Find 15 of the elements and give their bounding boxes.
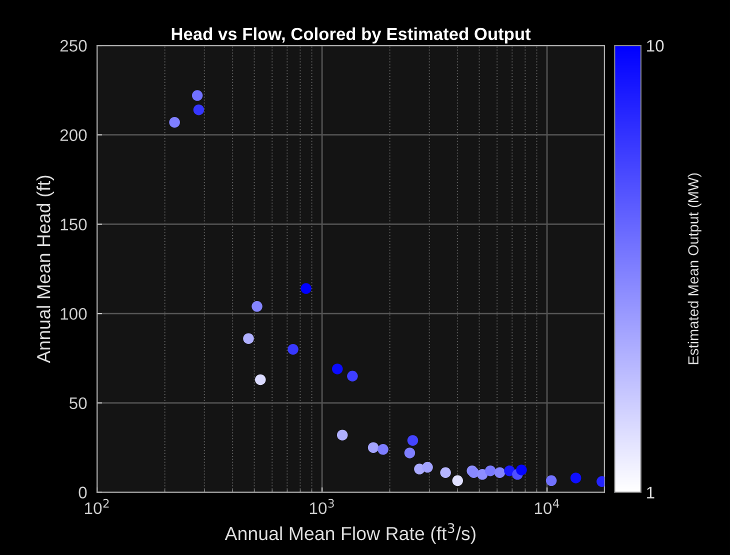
color-bar-title: Estimated Mean Output (MW) [688,173,702,364]
y-tick-label: 250 [60,40,87,52]
y-tick-label: 150 [60,218,87,230]
color-bar-label: 10 [647,40,664,52]
y-tick-label: 0 [78,486,87,498]
y-tick-label: 200 [60,129,87,142]
chart-title: Head vs Flow, Colored by Estimated Output [172,27,531,44]
y-tick-label: 50 [70,397,87,410]
x-tick-label: 10$^{3}$ [310,498,334,514]
y-tick-label: 100 [60,308,87,320]
x-tick-label: 10$^{4}$ [534,499,560,514]
x-tick-label: 10$^{2}$ [85,498,109,514]
x-axis-title: Annual Mean Flow Rate (ft$^{3}$/s) [224,523,476,544]
color-bar-label: 1 [647,486,654,498]
y-axis-title: Annual Mean Head (ft) [36,176,54,364]
